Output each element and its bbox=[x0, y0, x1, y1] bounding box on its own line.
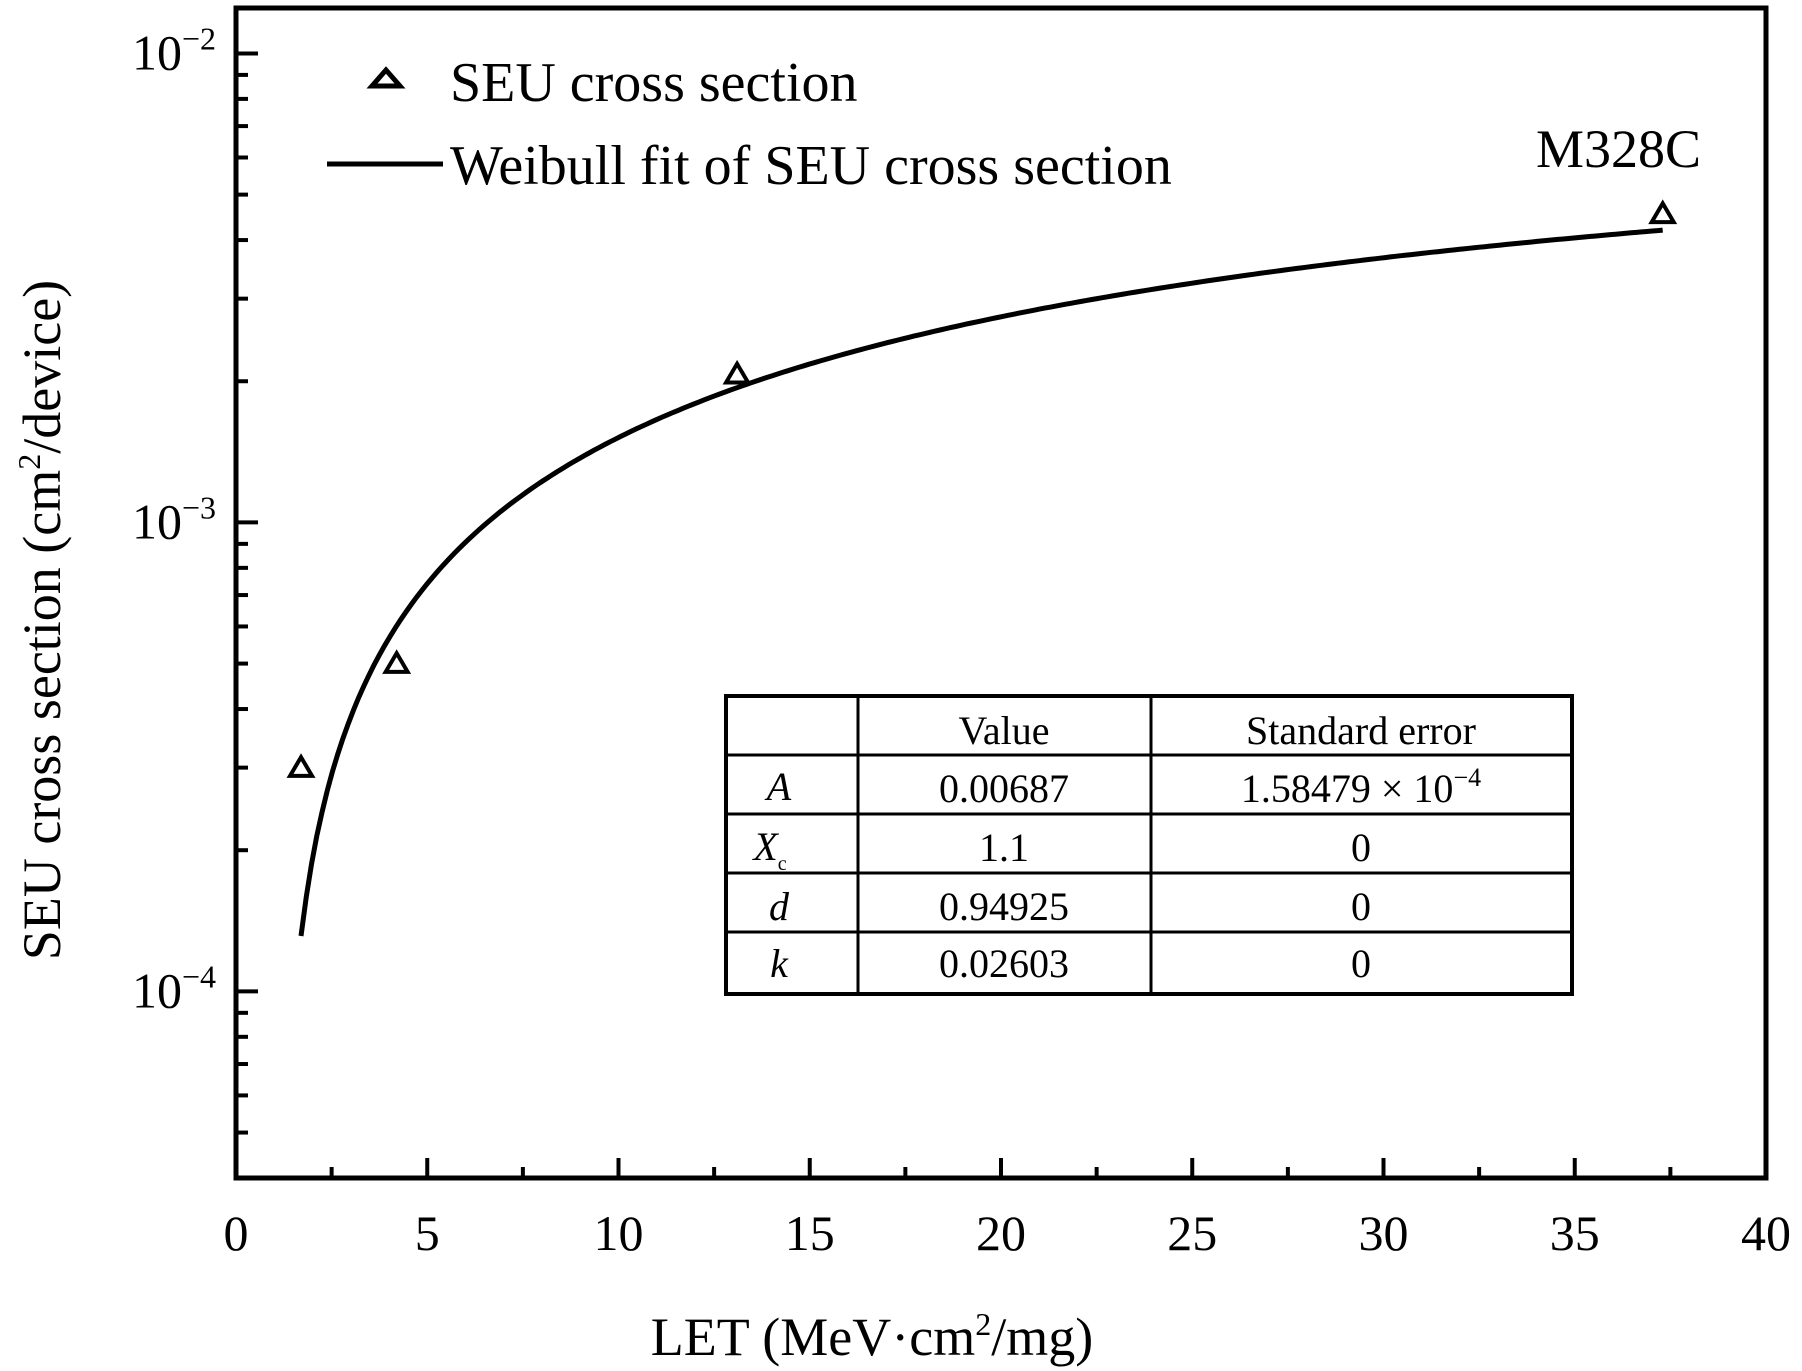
seu-data-point bbox=[1648, 199, 1678, 225]
x-tick-label: 15 bbox=[785, 1205, 835, 1261]
x-axis-title-post: /mg) bbox=[991, 1307, 1093, 1367]
legend-label-seu: SEU cross section bbox=[450, 52, 858, 114]
y-tick-base: 10 bbox=[132, 962, 182, 1018]
x-axis-title-sup: 2 bbox=[975, 1306, 991, 1342]
y-axis-title-pre: SEU cross section (cm bbox=[12, 470, 72, 960]
y-axis-title-post: /device) bbox=[12, 280, 72, 454]
y-tick-label: 10−2 bbox=[132, 20, 216, 80]
fit-curve-layer bbox=[298, 227, 1663, 937]
table-header-error: Standard error bbox=[1246, 708, 1476, 753]
table-param-k: k bbox=[770, 941, 789, 986]
device-annotation: M328C bbox=[1536, 119, 1701, 179]
seu-data-point bbox=[722, 359, 752, 385]
x-tick-label: 40 bbox=[1741, 1205, 1791, 1261]
table-value-k: 0.02603 bbox=[939, 941, 1069, 986]
x-tick-label: 0 bbox=[224, 1205, 249, 1261]
x-axis-title: LET (MeV·cm2/mg) bbox=[651, 1306, 1093, 1367]
table-error-a-base: 1.58479 × 10 bbox=[1241, 766, 1454, 811]
legend: SEU cross section Weibull fit of SEU cro… bbox=[327, 52, 1172, 197]
x-tick-label: 25 bbox=[1167, 1205, 1217, 1261]
y-tick-base: 10 bbox=[132, 493, 182, 549]
y-axis-title-sup: 2 bbox=[11, 454, 47, 470]
table-param-xc-base: X bbox=[751, 824, 779, 869]
parameter-table: Value Standard error A 0.00687 1.58479 ×… bbox=[724, 694, 1574, 996]
y-tick-label: 10−4 bbox=[132, 958, 216, 1018]
legend-label-fit: Weibull fit of SEU cross section bbox=[450, 135, 1172, 197]
table-value-d: 0.94925 bbox=[939, 884, 1069, 929]
table-error-d: 0 bbox=[1351, 884, 1371, 929]
x-tick-label: 20 bbox=[976, 1205, 1026, 1261]
x-tick-label: 5 bbox=[415, 1205, 440, 1261]
table-value-xc: 1.1 bbox=[979, 825, 1029, 870]
table-header-value: Value bbox=[958, 708, 1049, 753]
legend-triangle-marker bbox=[366, 66, 406, 89]
table-error-k: 0 bbox=[1351, 941, 1371, 986]
x-tick-label: 35 bbox=[1550, 1205, 1600, 1261]
y-axis-title: SEU cross section (cm2/device) bbox=[11, 280, 72, 960]
table-param-a: A bbox=[764, 764, 792, 809]
table-param-xc: Xc bbox=[751, 824, 786, 875]
table-error-a-exp: −4 bbox=[1453, 763, 1481, 792]
x-axis-title-pre: LET (MeV·cm bbox=[651, 1307, 975, 1367]
y-tick-base: 10 bbox=[132, 24, 182, 80]
y-tick-exponent: −3 bbox=[182, 489, 216, 525]
x-tick-label: 30 bbox=[1359, 1205, 1409, 1261]
table-value-a: 0.00687 bbox=[939, 766, 1069, 811]
seu-data-point bbox=[286, 753, 316, 778]
y-tick-label: 10−3 bbox=[132, 489, 216, 549]
data-points-layer bbox=[286, 199, 1678, 778]
y-tick-exponent: −2 bbox=[182, 20, 216, 56]
table-param-d: d bbox=[769, 884, 790, 929]
table-param-xc-sub: c bbox=[778, 853, 787, 875]
seu-data-point bbox=[382, 649, 412, 674]
table-error-xc: 0 bbox=[1351, 825, 1371, 870]
table-error-a: 1.58479 × 10−4 bbox=[1241, 763, 1481, 811]
y-tick-exponent: −4 bbox=[182, 958, 216, 994]
table-border bbox=[724, 694, 1574, 996]
weibull-fit-line bbox=[298, 227, 1663, 937]
x-tick-label: 10 bbox=[594, 1205, 644, 1261]
